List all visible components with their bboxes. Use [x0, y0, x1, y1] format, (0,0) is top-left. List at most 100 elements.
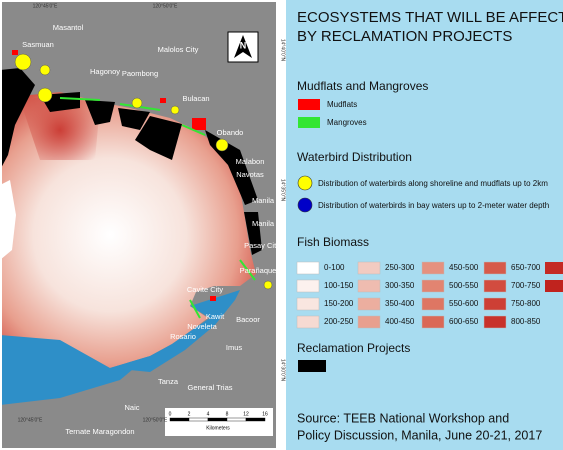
legend-title: BY RECLAMATION PROJECTS — [297, 28, 512, 45]
legend-label: 700-750 — [511, 281, 541, 290]
scale-background — [165, 408, 273, 436]
reclamation — [244, 212, 262, 255]
place-label: Tanza — [158, 377, 179, 386]
legend-label: 450-500 — [449, 263, 479, 272]
legend-swatch — [421, 297, 445, 311]
legend-label: Distribution of waterbirds along shoreli… — [318, 179, 548, 188]
place-labels: Masantol Sasmuan Hagonoy Paombong Malolos Ci… — [22, 23, 280, 436]
place-label: Bulacan — [182, 94, 209, 103]
waterbird-area — [263, 280, 273, 290]
legend-background — [286, 0, 563, 450]
scale-segment — [169, 417, 190, 422]
place-label: General Trias — [187, 383, 232, 392]
scale-segment — [188, 417, 209, 422]
coord-label: 14°30'0"N — [280, 359, 286, 382]
section-heading: Fish Biomass — [297, 235, 369, 249]
legend-label: Mudflats — [327, 100, 357, 109]
legend-swatch — [483, 297, 507, 311]
coord-label: 120°50'0"E — [153, 3, 178, 9]
scale-tick-label: 16 — [262, 411, 268, 417]
legend-swatch — [357, 279, 381, 293]
legend-label: Distribution of waterbirds in bay waters… — [318, 201, 549, 210]
section-heading: Mudflats and Mangroves — [297, 79, 428, 93]
legend: ECOSYSTEMS THAT WILL BE AFFECTED BY RECL… — [286, 0, 563, 450]
legend-label: 150-200 — [324, 299, 354, 308]
fish-biomass-area — [0, 92, 256, 368]
place-label: Parañaque — [240, 266, 277, 275]
reclamation — [135, 116, 182, 160]
source: Source: TEEB National Workshop and — [297, 411, 509, 425]
legend-swatch — [357, 261, 381, 275]
biomass-hotspot — [20, 95, 100, 160]
legend-title: ECOSYSTEMS THAT WILL BE AFFECTED — [297, 9, 563, 26]
mudflat — [192, 118, 206, 130]
place-label: Masantol — [53, 23, 84, 32]
land — [0, 180, 16, 260]
mudflat — [160, 98, 166, 103]
legend-swatch — [421, 279, 445, 293]
place-label: Manila — [252, 196, 275, 205]
place-label: Sasmuan — [22, 40, 54, 49]
place-label: Rosario — [170, 332, 196, 341]
legend-label: 600-650 — [449, 317, 479, 326]
legend-swatch — [421, 315, 445, 329]
coord-label: 120°45'0"E — [33, 3, 58, 9]
place-label: Navotas — [236, 170, 264, 179]
legend-label: 550-600 — [449, 299, 479, 308]
scale-segment — [207, 417, 228, 422]
legend-label: 650-700 — [511, 263, 541, 272]
legend-swatch — [298, 117, 320, 128]
mudflats — [12, 50, 216, 301]
map: N Masantol Sasmuan Hagonoy Paombong Malolos … — [0, 0, 280, 450]
scale-tick-label: 2 — [188, 411, 191, 417]
legend-swatch — [483, 279, 507, 293]
section-heading: Waterbird Distribution — [297, 150, 412, 164]
coord-label: 14°40'0"N — [280, 39, 286, 62]
north-label: N — [240, 40, 247, 50]
coord-label: 14°35'0"N — [280, 179, 286, 202]
scale-tick-label: 8 — [226, 411, 229, 417]
legend-label: 200-250 — [324, 317, 354, 326]
scale-segment — [245, 417, 266, 422]
legend-swatch — [296, 315, 320, 329]
place-label: Kawit — [206, 312, 225, 321]
legend-label: Mangroves — [327, 118, 367, 127]
legend-label: 250-300 — [385, 263, 415, 272]
place-label: Cavite City — [187, 285, 224, 294]
legend-label: 400-450 — [385, 317, 415, 326]
place-label: Ternate Maragondon — [65, 427, 134, 436]
waterbirds — [14, 53, 273, 290]
legend-label: 300-350 — [385, 281, 415, 290]
legend-swatch — [296, 297, 320, 311]
reclamation — [0, 68, 35, 170]
legend-label: 800-850 — [511, 317, 541, 326]
source: Policy Discussion, Manila, June 20-21, 2… — [297, 428, 542, 442]
place-label: Bacoor — [236, 315, 260, 324]
coord-label: 120°50'0"E — [143, 417, 168, 423]
waterbird-area — [131, 97, 143, 109]
legend-label: 0-100 — [324, 263, 345, 272]
reclamation — [118, 108, 150, 130]
mudflat — [210, 296, 216, 301]
legend-swatch — [545, 262, 563, 274]
waterbird-area — [170, 105, 180, 115]
waterbird-area — [14, 53, 32, 71]
waterbird-area — [39, 64, 51, 76]
scale-tick-label: 12 — [243, 411, 249, 417]
place-label: Pasay City — [244, 241, 280, 250]
legend-label: 100-150 — [324, 281, 354, 290]
scale-tick-label: 0 — [169, 411, 172, 417]
legend-swatch — [357, 315, 381, 329]
scale-segment — [226, 417, 247, 422]
scale-bar: 0 2 4 8 12 16 Kilometers — [165, 408, 273, 436]
place-label: Malabon — [236, 157, 265, 166]
mudflat — [12, 50, 18, 55]
scale-label: Kilometers — [206, 425, 230, 431]
place-label: Manila — [252, 219, 275, 228]
legend-swatch — [357, 297, 381, 311]
legend-label: 500-550 — [449, 281, 479, 290]
legend-swatch — [483, 315, 507, 329]
waterbird-area — [37, 87, 53, 103]
place-label: Paombong — [122, 69, 158, 78]
